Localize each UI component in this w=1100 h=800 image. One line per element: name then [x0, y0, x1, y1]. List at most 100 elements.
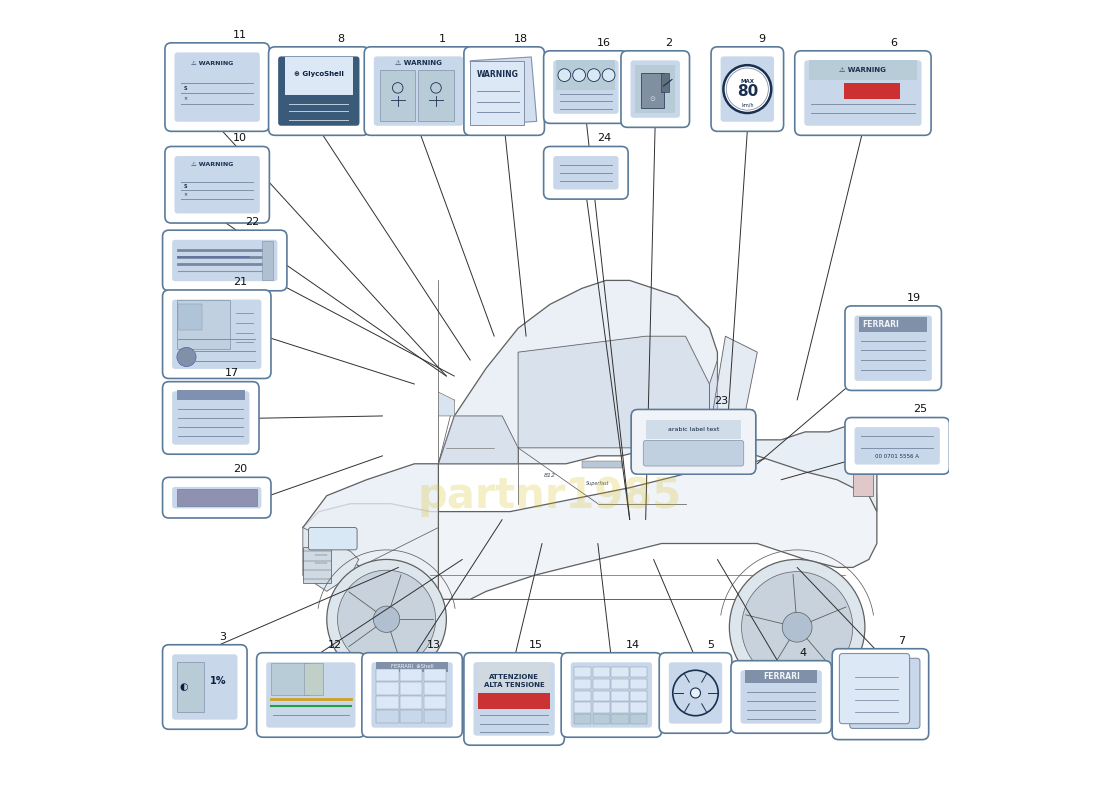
FancyBboxPatch shape [374, 56, 463, 126]
FancyBboxPatch shape [175, 53, 260, 122]
Text: 3: 3 [219, 631, 227, 642]
Circle shape [587, 69, 601, 82]
Bar [630, 690, 647, 701]
Bar [593, 690, 609, 701]
Polygon shape [302, 527, 359, 591]
FancyBboxPatch shape [855, 315, 932, 381]
Text: 19: 19 [908, 293, 921, 302]
FancyBboxPatch shape [631, 410, 756, 474]
Bar [593, 714, 609, 725]
Bar [574, 714, 591, 725]
FancyBboxPatch shape [266, 662, 355, 728]
Text: S: S [184, 183, 187, 189]
Circle shape [558, 69, 571, 82]
Text: 6: 6 [890, 38, 898, 48]
FancyBboxPatch shape [308, 527, 358, 550]
FancyBboxPatch shape [845, 418, 949, 474]
Bar [418, 70, 453, 122]
FancyBboxPatch shape [644, 441, 744, 466]
Polygon shape [302, 464, 439, 591]
Bar [810, 60, 916, 80]
FancyBboxPatch shape [172, 487, 262, 509]
Bar [557, 60, 615, 90]
Circle shape [177, 347, 196, 366]
Bar [612, 702, 628, 713]
Bar [593, 667, 609, 678]
Circle shape [327, 559, 447, 679]
Text: S: S [184, 86, 187, 91]
Text: 10: 10 [233, 134, 248, 143]
Text: ⚠ WARNING: ⚠ WARNING [395, 60, 442, 66]
Text: 18: 18 [514, 34, 528, 44]
Text: km/h: km/h [741, 102, 754, 107]
Bar [271, 663, 309, 695]
Circle shape [573, 69, 585, 82]
Polygon shape [439, 416, 518, 464]
Bar [179, 54, 255, 74]
Text: ⚠ WARNING: ⚠ WARNING [191, 162, 234, 167]
Bar [630, 714, 647, 725]
Text: ×: × [184, 192, 188, 197]
Bar [424, 669, 447, 681]
Bar [574, 667, 591, 678]
Text: 7: 7 [898, 635, 905, 646]
FancyBboxPatch shape [561, 653, 661, 738]
FancyBboxPatch shape [630, 60, 680, 118]
FancyBboxPatch shape [845, 306, 942, 390]
Bar [478, 693, 550, 709]
Bar [177, 390, 244, 400]
Bar [593, 679, 609, 689]
Bar [400, 669, 422, 681]
Bar [177, 490, 256, 506]
Bar [302, 547, 331, 583]
Bar [630, 667, 647, 678]
FancyBboxPatch shape [256, 653, 365, 738]
Text: MAX: MAX [740, 79, 755, 85]
Bar [636, 65, 675, 113]
Circle shape [673, 670, 718, 716]
Bar [376, 669, 398, 681]
Bar [630, 702, 647, 713]
Bar [376, 697, 398, 709]
FancyBboxPatch shape [165, 43, 270, 131]
Bar [179, 157, 255, 174]
Text: ⊕ GlycoShell: ⊕ GlycoShell [294, 70, 343, 77]
FancyBboxPatch shape [839, 654, 910, 724]
Text: 22: 22 [245, 217, 260, 227]
FancyBboxPatch shape [362, 653, 462, 738]
Text: WARNING: WARNING [476, 70, 518, 79]
Bar [376, 662, 448, 672]
Polygon shape [518, 336, 710, 448]
Text: partnr1985: partnr1985 [418, 474, 682, 517]
Bar [376, 710, 398, 723]
Bar [400, 697, 422, 709]
Text: 80: 80 [737, 85, 758, 99]
Text: 5: 5 [707, 639, 714, 650]
Polygon shape [302, 456, 877, 599]
Bar [630, 679, 647, 689]
Text: 17: 17 [224, 369, 239, 378]
Text: 23: 23 [714, 396, 728, 406]
Text: ATTENZIONE: ATTENZIONE [490, 674, 539, 680]
Text: 21: 21 [233, 277, 248, 286]
Bar [845, 83, 900, 99]
Polygon shape [439, 281, 717, 464]
Text: 1: 1 [439, 34, 446, 44]
Polygon shape [710, 336, 757, 432]
Bar [424, 697, 447, 709]
Bar [612, 667, 628, 678]
Text: 2: 2 [666, 38, 673, 48]
Text: FERRARI: FERRARI [762, 672, 800, 681]
Bar [400, 710, 422, 723]
Circle shape [338, 570, 436, 668]
Bar [304, 663, 323, 695]
Text: arabic label text: arabic label text [668, 427, 719, 432]
FancyBboxPatch shape [175, 156, 260, 214]
FancyBboxPatch shape [833, 649, 928, 740]
Text: ×: × [184, 96, 188, 101]
FancyBboxPatch shape [794, 51, 931, 135]
Text: 1%: 1% [209, 676, 226, 686]
FancyBboxPatch shape [464, 653, 564, 745]
Bar [574, 690, 591, 701]
Text: 9: 9 [759, 34, 766, 44]
